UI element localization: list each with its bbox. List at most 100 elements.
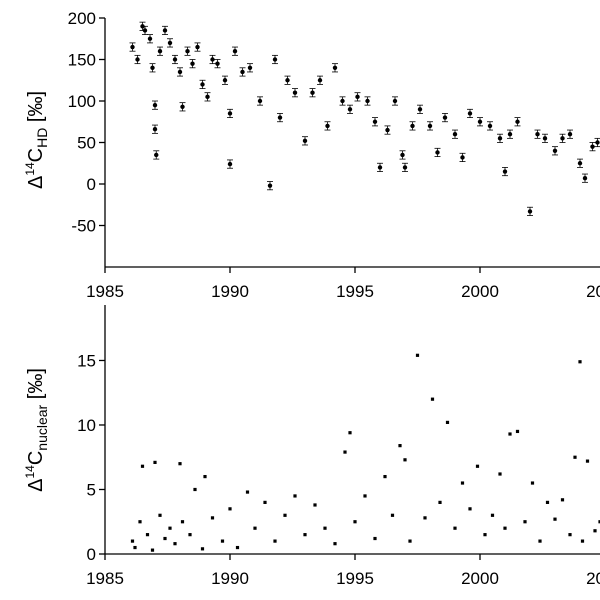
y-axis-label-part: 14 [23, 162, 37, 176]
x-tick-label: 2000 [461, 569, 499, 588]
point [267, 183, 273, 188]
point [430, 397, 435, 401]
y-axis-label: Δ14Cnuclear [‰] [23, 368, 50, 492]
point [545, 500, 550, 504]
y-axis-label-part: C [25, 148, 47, 162]
point [542, 136, 548, 141]
point [403, 458, 407, 462]
point [507, 132, 513, 137]
point [332, 65, 338, 71]
point [487, 123, 493, 129]
y-tick-label: -50 [71, 217, 96, 236]
y-axis-label-part: Δ [25, 479, 47, 492]
y-tick-label: 0 [87, 545, 96, 564]
point [180, 104, 185, 110]
point [253, 526, 257, 530]
point [460, 481, 465, 485]
point [167, 40, 173, 46]
point [257, 98, 263, 104]
point [508, 432, 512, 436]
point [423, 516, 427, 520]
point [140, 464, 145, 468]
y-tick-label: 15 [77, 351, 96, 370]
point [598, 520, 600, 524]
point [502, 169, 508, 174]
y-tick-label: 100 [68, 92, 96, 111]
point [452, 132, 458, 137]
point [468, 507, 472, 511]
point [385, 127, 390, 133]
point [347, 107, 353, 112]
x-tick-label: 2005 [586, 282, 600, 301]
point [373, 536, 377, 541]
point [355, 94, 360, 100]
point [580, 539, 585, 543]
x-tick-label: 1985 [86, 569, 124, 588]
point [567, 132, 573, 137]
point [195, 44, 200, 50]
point [142, 28, 148, 33]
y-tick-label: 50 [77, 134, 96, 153]
y-tick-label: 150 [68, 51, 96, 70]
point [582, 175, 588, 181]
point [595, 140, 600, 145]
point [178, 462, 182, 466]
point [293, 494, 297, 498]
point [177, 69, 183, 75]
point [560, 498, 565, 502]
point [228, 507, 232, 511]
point [240, 69, 245, 75]
point [247, 65, 253, 71]
point [172, 57, 178, 62]
point [154, 152, 159, 158]
point [147, 36, 153, 41]
point [568, 533, 572, 537]
point [515, 119, 520, 124]
point [530, 481, 535, 485]
point [283, 513, 287, 517]
point [130, 44, 135, 50]
point [203, 474, 207, 479]
point [343, 450, 347, 454]
y-axis-label-part: Δ [25, 176, 47, 189]
point [497, 136, 503, 141]
point [483, 533, 487, 537]
point [372, 119, 378, 124]
point [477, 119, 483, 124]
point [400, 152, 405, 158]
point [392, 98, 398, 104]
point [552, 148, 558, 153]
point [133, 545, 137, 550]
y-tick-label: 200 [68, 9, 96, 28]
point [200, 82, 205, 87]
point [417, 107, 423, 112]
point [365, 98, 370, 104]
point [325, 123, 330, 129]
point [138, 520, 142, 524]
point [377, 165, 383, 170]
point [410, 123, 415, 129]
point [152, 102, 158, 108]
point [263, 500, 267, 504]
x-tick-label: 2005 [586, 569, 600, 588]
x-tick-label: 1990 [211, 282, 249, 301]
point [163, 536, 167, 541]
point [577, 161, 583, 166]
point [460, 155, 465, 160]
point [152, 127, 158, 132]
point [173, 542, 177, 546]
point [150, 548, 155, 552]
point [560, 136, 565, 141]
point [467, 111, 473, 116]
point [573, 455, 577, 459]
x-tick-label: 1995 [336, 282, 374, 301]
point [590, 144, 595, 149]
point [200, 547, 205, 551]
point [145, 533, 150, 537]
point [157, 49, 163, 54]
y-axis-label: Δ14CHD [‰] [23, 91, 50, 189]
point [523, 520, 527, 524]
point [130, 539, 135, 543]
point [593, 529, 597, 533]
